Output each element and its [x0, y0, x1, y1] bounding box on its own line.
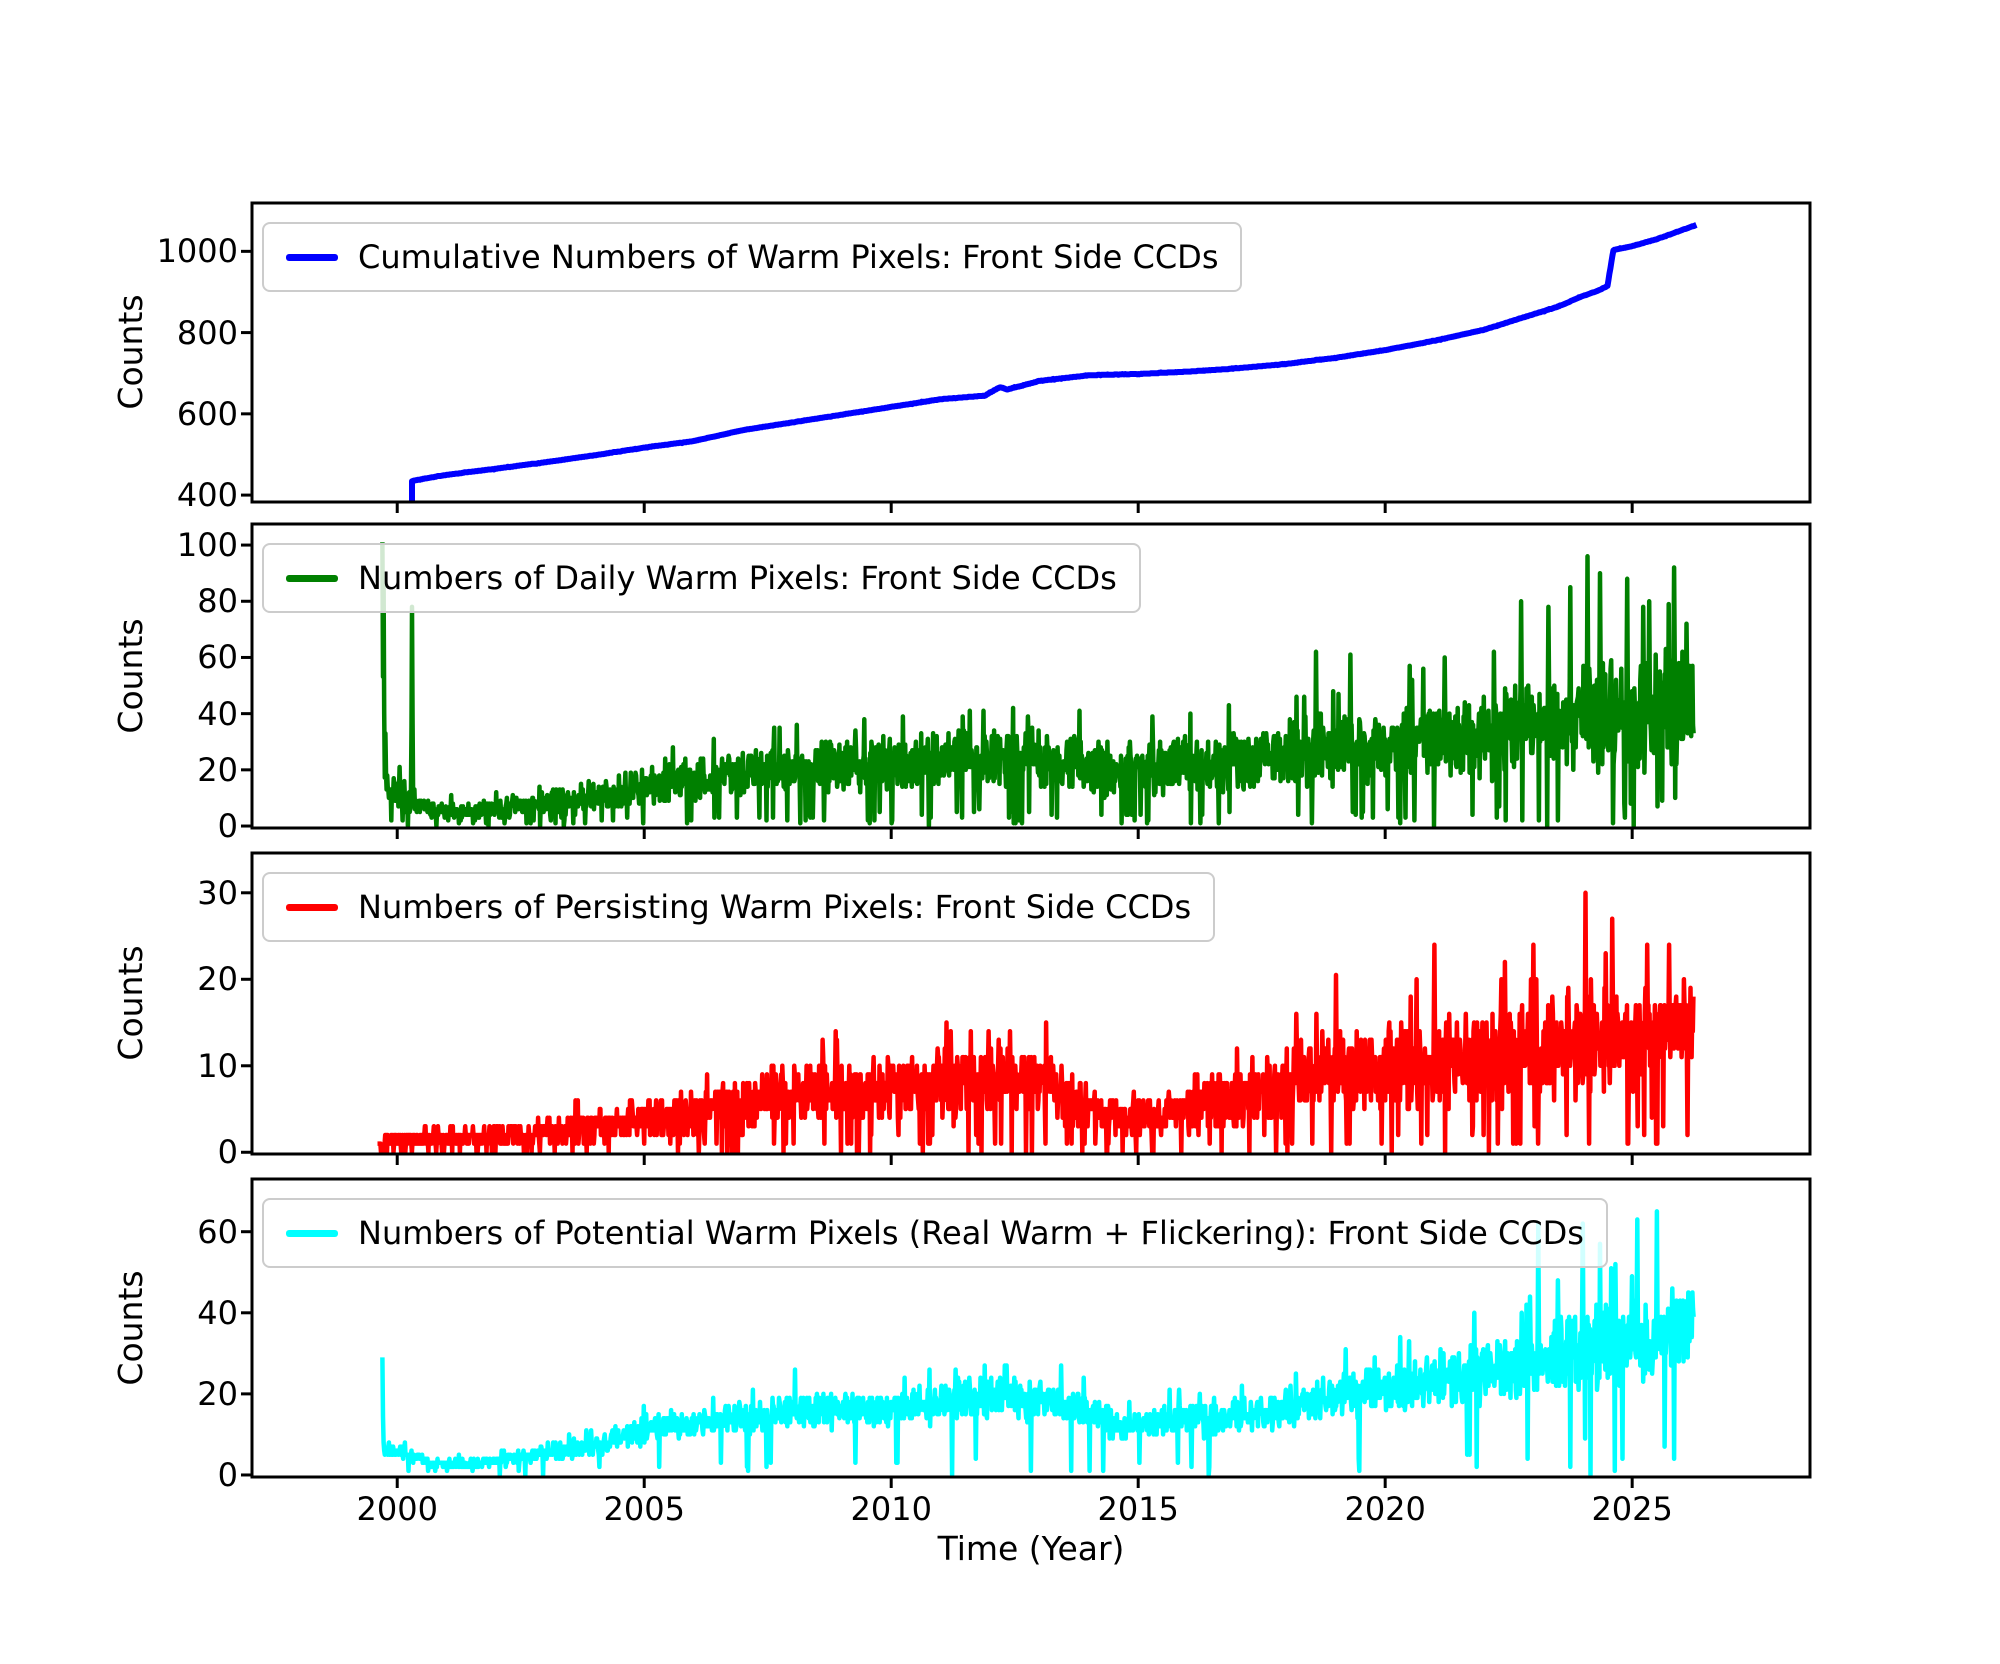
legend-label: Numbers of Daily Warm Pixels: Front Side…	[358, 559, 1117, 597]
y-tick-label: 40	[197, 1293, 238, 1332]
legend-label: Numbers of Persisting Warm Pixels: Front…	[358, 888, 1192, 926]
y-tick-label: 20	[197, 960, 238, 999]
x-tick-label: 2005	[603, 1490, 685, 1528]
y-tick-label: 20	[197, 1374, 238, 1413]
legend-label: Numbers of Potential Warm Pixels (Real W…	[358, 1214, 1584, 1252]
panel-3-border	[250, 1177, 1812, 1479]
legend-line-swatch-green	[286, 574, 338, 582]
legend-line-swatch-blue	[286, 253, 338, 261]
y-tick-label: 60	[197, 1212, 238, 1251]
legend-label: Cumulative Numbers of Warm Pixels: Front…	[358, 238, 1219, 276]
y-tick-label: 40	[197, 694, 238, 733]
series-line-3	[380, 1209, 1696, 1477]
y-tick-label: 60	[197, 638, 238, 677]
x-tick-label: 2010	[850, 1490, 932, 1528]
series-line-0	[409, 222, 1699, 502]
y-tick-label: 10	[197, 1046, 238, 1085]
y-tick-label: 100	[176, 526, 238, 565]
y-tick-label: 20	[197, 750, 238, 789]
series-line-2	[375, 890, 1696, 1154]
y-tick-label: 400	[176, 476, 238, 515]
y-tick-label: 0	[217, 807, 238, 846]
y-tick-label: 600	[176, 394, 238, 433]
legend-persisting-warm-pixels: Numbers of Persisting Warm Pixels: Front…	[262, 872, 1216, 942]
panel-0-border	[250, 201, 1812, 504]
x-axis-label-time-year: Time (Year)	[937, 1529, 1125, 1568]
legend-potential-warm-pixels: Numbers of Potential Warm Pixels (Real W…	[262, 1198, 1608, 1268]
legend-cumulative-warm-pixels: Cumulative Numbers of Warm Pixels: Front…	[262, 222, 1243, 292]
y-tick-label: 0	[217, 1455, 238, 1494]
series-line-1	[380, 542, 1696, 828]
panel-1-border	[250, 522, 1812, 830]
y-tick-label: 30	[197, 873, 238, 912]
legend-daily-warm-pixels: Numbers of Daily Warm Pixels: Front Side…	[262, 543, 1141, 613]
x-tick-label: 2015	[1097, 1490, 1179, 1528]
y-tick-label: 0	[217, 1133, 238, 1172]
x-tick-label: 2025	[1591, 1490, 1673, 1528]
legend-line-swatch-cyan	[286, 1229, 338, 1237]
y-tick-label: 80	[197, 582, 238, 621]
x-tick-label: 2020	[1344, 1490, 1426, 1528]
y-tick-label: 1000	[156, 232, 238, 271]
y-tick-label: 800	[176, 313, 238, 352]
x-tick-label: 2000	[356, 1490, 438, 1528]
legend-line-swatch-red	[286, 903, 338, 911]
panel-2-border	[250, 851, 1812, 1156]
